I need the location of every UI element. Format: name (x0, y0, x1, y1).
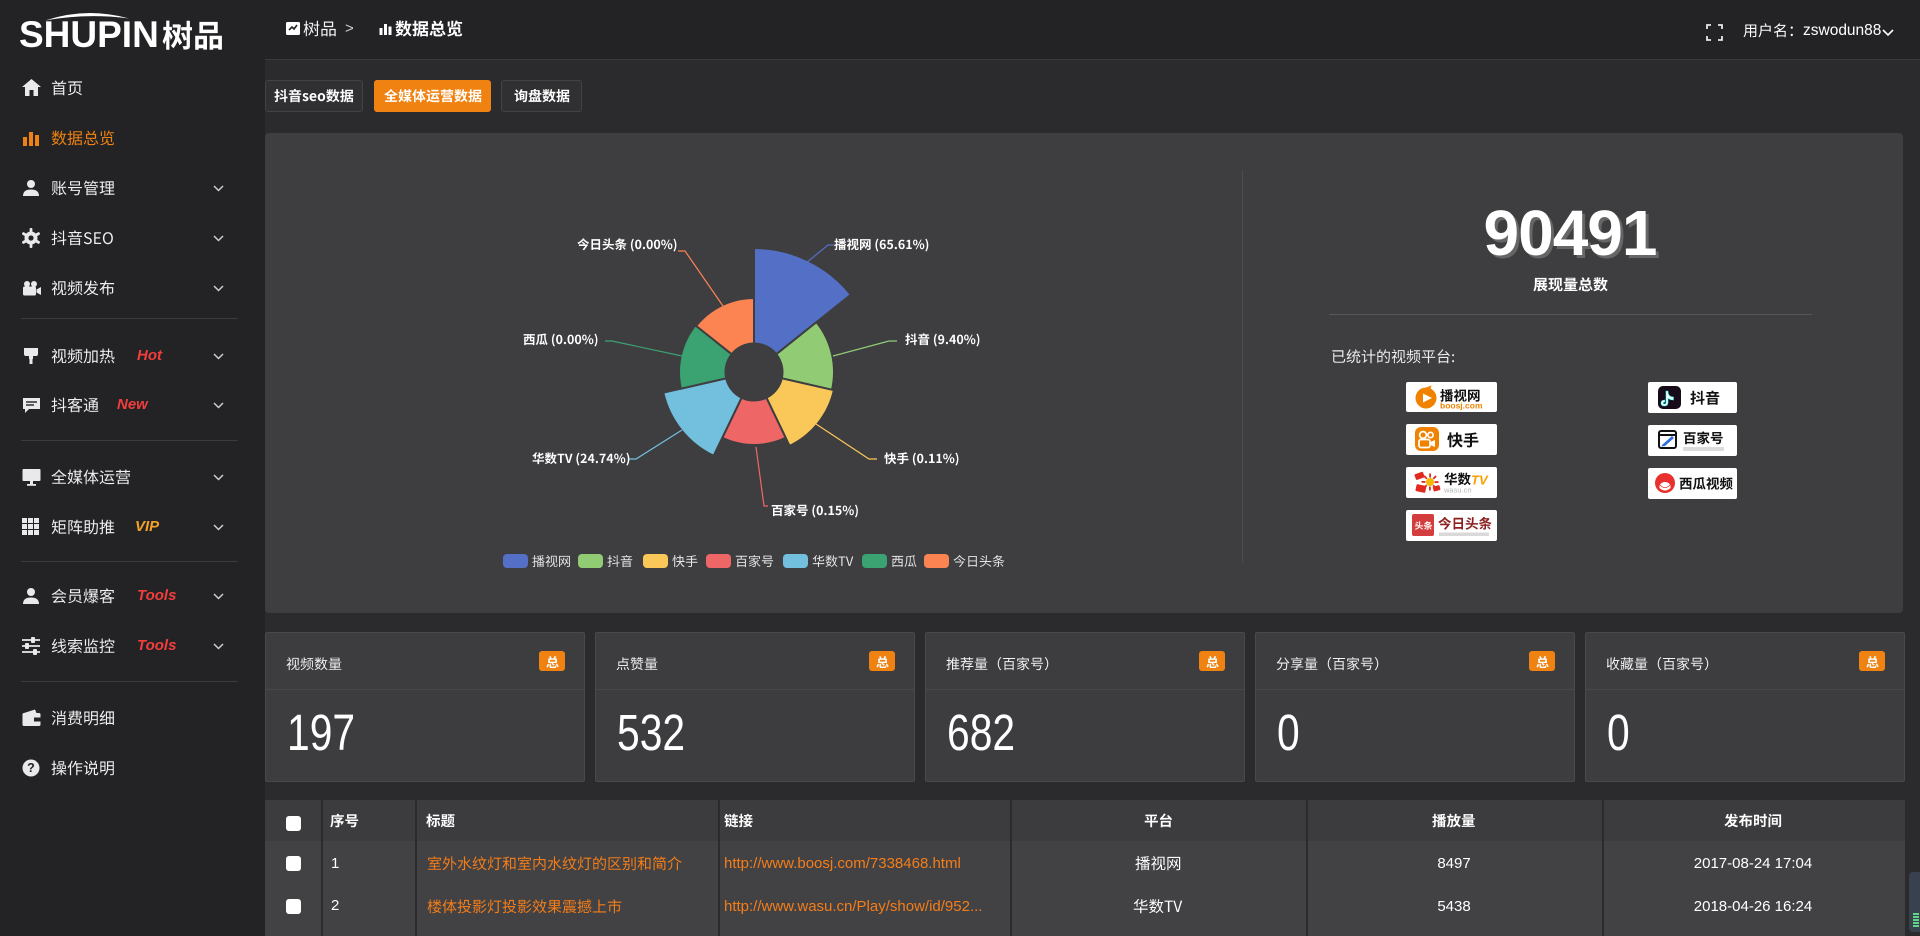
svg-text:wasu.cn: wasu.cn (1443, 486, 1472, 495)
svg-text:?: ? (27, 761, 35, 775)
svg-text:boosj.com: boosj.com (1440, 401, 1483, 411)
svg-text:TV: TV (1471, 473, 1489, 488)
